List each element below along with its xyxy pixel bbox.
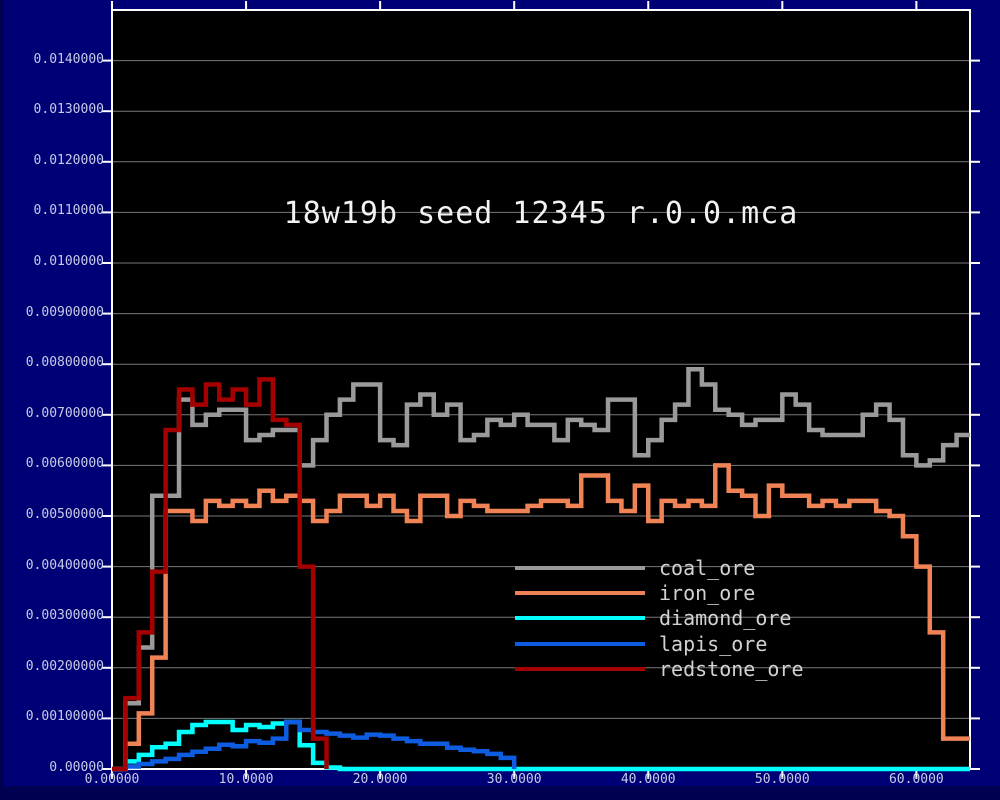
legend-label-coal_ore: coal_ore — [659, 555, 756, 580]
series-line-iron_ore — [112, 463, 970, 772]
y-tick-label: 0.0110000 — [33, 203, 104, 219]
legend-label-lapis_ore: lapis_ore — [659, 631, 768, 656]
y-tick-label: 0.00300000 — [25, 608, 104, 624]
y-tick-label: 0.0100000 — [33, 254, 104, 269]
chart-title: 18w19b seed 12345 r.0.0.mca — [283, 196, 799, 231]
y-tick-label: 0.00200000 — [25, 658, 104, 674]
x-tick-label: 0.00000 — [84, 772, 140, 787]
x-tick-label: 60.0000 — [888, 772, 944, 787]
y-tick-label: 0.00100000 — [25, 709, 104, 725]
legend-label-iron_ore: iron_ore — [659, 581, 756, 606]
x-tick-label: 30.0000 — [486, 772, 542, 787]
x-tick-label: 20.0000 — [352, 772, 408, 787]
y-tick-label: 0.00500000 — [25, 507, 104, 522]
legend-swatch-redstone_ore — [515, 667, 645, 672]
series-line-redstone_ore — [112, 377, 329, 772]
y-tick-label: 0.00700000 — [25, 405, 104, 421]
y-tick-label: 0.0120000 — [33, 152, 104, 168]
y-tick-label: 0.0130000 — [33, 102, 104, 118]
y-tick-label: 0.00400000 — [25, 557, 104, 573]
x-tick-label: 40.0000 — [620, 772, 676, 787]
series-line-diamond_ore — [112, 719, 970, 772]
window-edge-shadow-left — [0, 0, 4, 800]
legend-row-redstone_ore: redstone_ore — [515, 657, 804, 682]
y-tick-label: 0.00900000 — [25, 304, 104, 320]
x-tick-label: 50.0000 — [754, 772, 810, 787]
legend-swatch-coal_ore — [515, 565, 645, 570]
x-tick-label: 10.0000 — [218, 772, 274, 787]
legend-label-diamond_ore: diamond_ore — [659, 606, 792, 631]
legend: coal_ore iron_ore diamond_ore lapis_ore reds… — [515, 555, 804, 682]
series-line-coal_ore — [112, 367, 970, 772]
legend-row-iron_ore: iron_ore — [515, 580, 804, 605]
legend-swatch-iron_ore — [515, 591, 645, 596]
y-tick-label: 0.00800000 — [25, 355, 104, 371]
y-tick-label: 0.0140000 — [33, 51, 104, 67]
legend-label-redstone_ore: redstone_ore — [659, 657, 804, 682]
y-tick-label: 0.00600000 — [25, 456, 104, 472]
legend-row-coal_ore: coal_ore — [515, 555, 804, 580]
legend-row-lapis_ore: lapis_ore — [515, 631, 804, 656]
legend-row-diamond_ore: diamond_ore — [515, 606, 804, 631]
legend-swatch-lapis_ore — [515, 641, 645, 646]
window-edge-shadow-bottom — [0, 786, 1000, 800]
y-tick-label: 0.00000 — [49, 760, 104, 775]
legend-swatch-diamond_ore — [515, 616, 645, 621]
